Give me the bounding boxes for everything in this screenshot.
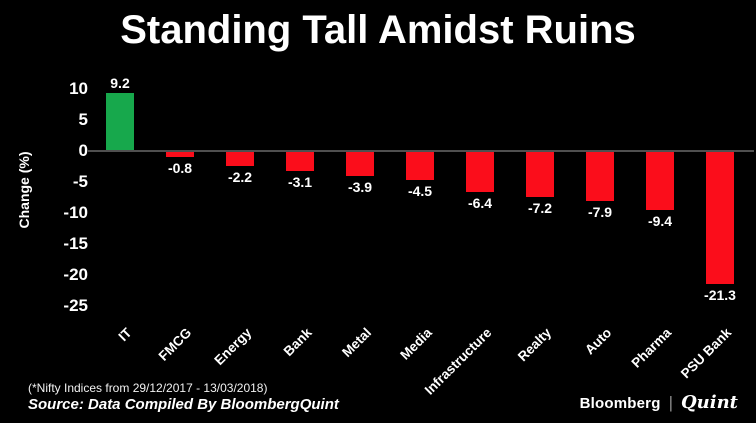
bar-psu-bank — [706, 152, 734, 284]
y-tick-label: -25 — [63, 296, 88, 315]
y-tick-label: -10 — [63, 203, 88, 222]
x-category-label: IT — [115, 325, 135, 345]
x-category-label: Realty — [515, 325, 555, 365]
value-label: -2.2 — [227, 169, 253, 185]
x-category-label: Pharma — [628, 325, 675, 371]
source-credit: Source: Data Compiled By BloombergQuint — [28, 396, 339, 413]
x-category-label: FMCG — [155, 325, 195, 364]
x-category-label: Media — [396, 325, 435, 363]
value-label: -21.3 — [704, 287, 736, 303]
zero-axis-line — [88, 150, 754, 152]
value-label: 9.2 — [110, 75, 130, 91]
x-category-label: Energy — [211, 325, 255, 368]
x-category-label: Auto — [582, 325, 615, 358]
bar-realty — [526, 152, 554, 197]
x-category-label: PSU Bank — [678, 325, 735, 382]
bar-auto — [586, 152, 614, 201]
y-tick-label: 0 — [78, 141, 88, 160]
chart-title: Standing Tall Amidst Ruins — [120, 8, 636, 52]
y-tick-label: 10 — [69, 79, 88, 98]
value-label: -0.8 — [167, 160, 193, 176]
bar-pharma — [646, 152, 674, 210]
value-label: -3.1 — [287, 174, 313, 190]
logo-separator: | — [668, 393, 673, 412]
bar-bank — [286, 152, 314, 171]
quint-wordmark: Quint — [680, 392, 738, 413]
bloomberg-wordmark: Bloomberg — [579, 395, 661, 412]
y-tick-label: -15 — [63, 234, 88, 253]
y-tick-label: -20 — [63, 265, 88, 284]
y-tick-label: 5 — [78, 110, 88, 129]
bar-energy — [226, 152, 254, 166]
value-label: -3.9 — [347, 179, 373, 195]
value-label: -4.5 — [407, 183, 433, 199]
x-category-label: Bank — [280, 325, 315, 359]
bar-metal — [346, 152, 374, 176]
footnote: (*Nifty Indices from 29/12/2017 - 13/03/… — [28, 381, 268, 395]
bloomberg-quint-logo: Bloomberg | Quint — [580, 392, 738, 413]
bar-fmcg — [166, 152, 194, 157]
value-label: -9.4 — [647, 213, 673, 229]
bar-infrastructure — [466, 152, 494, 192]
value-label: -6.4 — [467, 195, 493, 211]
bar-it — [106, 93, 134, 150]
value-label: -7.2 — [527, 200, 553, 216]
value-label: -7.9 — [587, 204, 613, 220]
y-tick-label: -5 — [72, 172, 88, 191]
x-category-label: Metal — [339, 325, 375, 361]
bar-media — [406, 152, 434, 180]
